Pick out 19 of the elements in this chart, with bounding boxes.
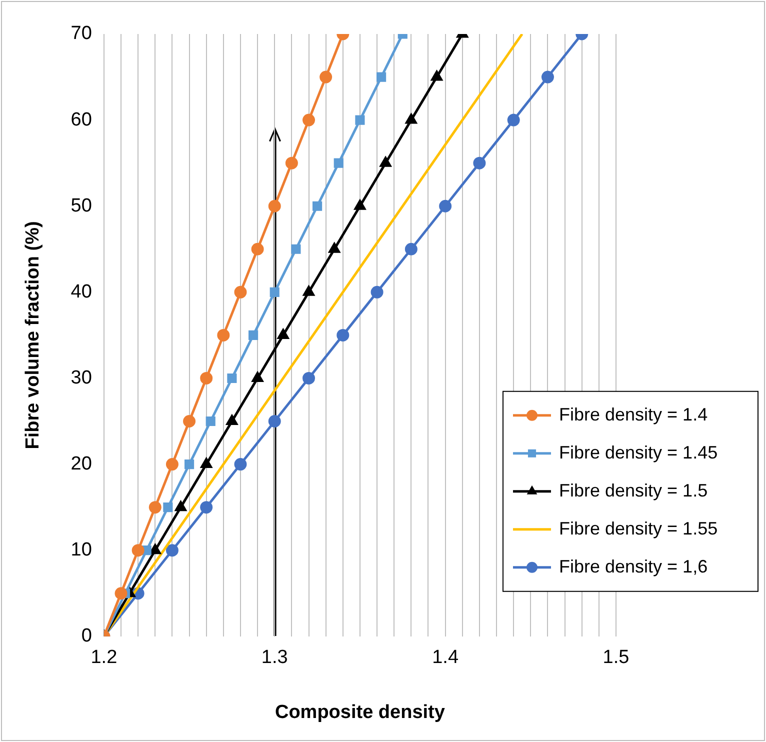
y-tick-label: 0 [81, 626, 92, 647]
y-tick-label: 40 [70, 281, 92, 302]
y-tick-label: 20 [70, 454, 92, 475]
x-axis-title: Composite density [274, 702, 446, 723]
x-tick-label: 1.2 [90, 647, 118, 668]
y-tick-label: 30 [70, 367, 92, 388]
y-tick-label: 60 [70, 109, 92, 130]
legend-label: Fibre density = 1.5 [559, 480, 708, 500]
legend-label: Fibre density = 1.55 [559, 518, 718, 538]
legend-label: Fibre density = 1,6 [559, 556, 708, 576]
x-tick-label: 1.5 [602, 647, 630, 668]
y-tick-label: 10 [70, 540, 92, 561]
x-tick-label: 1.4 [432, 647, 459, 668]
y-axis-title: Fibre volume fraction (%) [22, 221, 44, 450]
y-tick-label: 50 [70, 195, 92, 216]
legend-label: Fibre density = 1.4 [559, 404, 708, 424]
x-tick-label: 1.3 [261, 647, 288, 668]
y-tick-label: 70 [70, 23, 92, 44]
legend-label: Fibre density = 1.45 [559, 442, 718, 462]
